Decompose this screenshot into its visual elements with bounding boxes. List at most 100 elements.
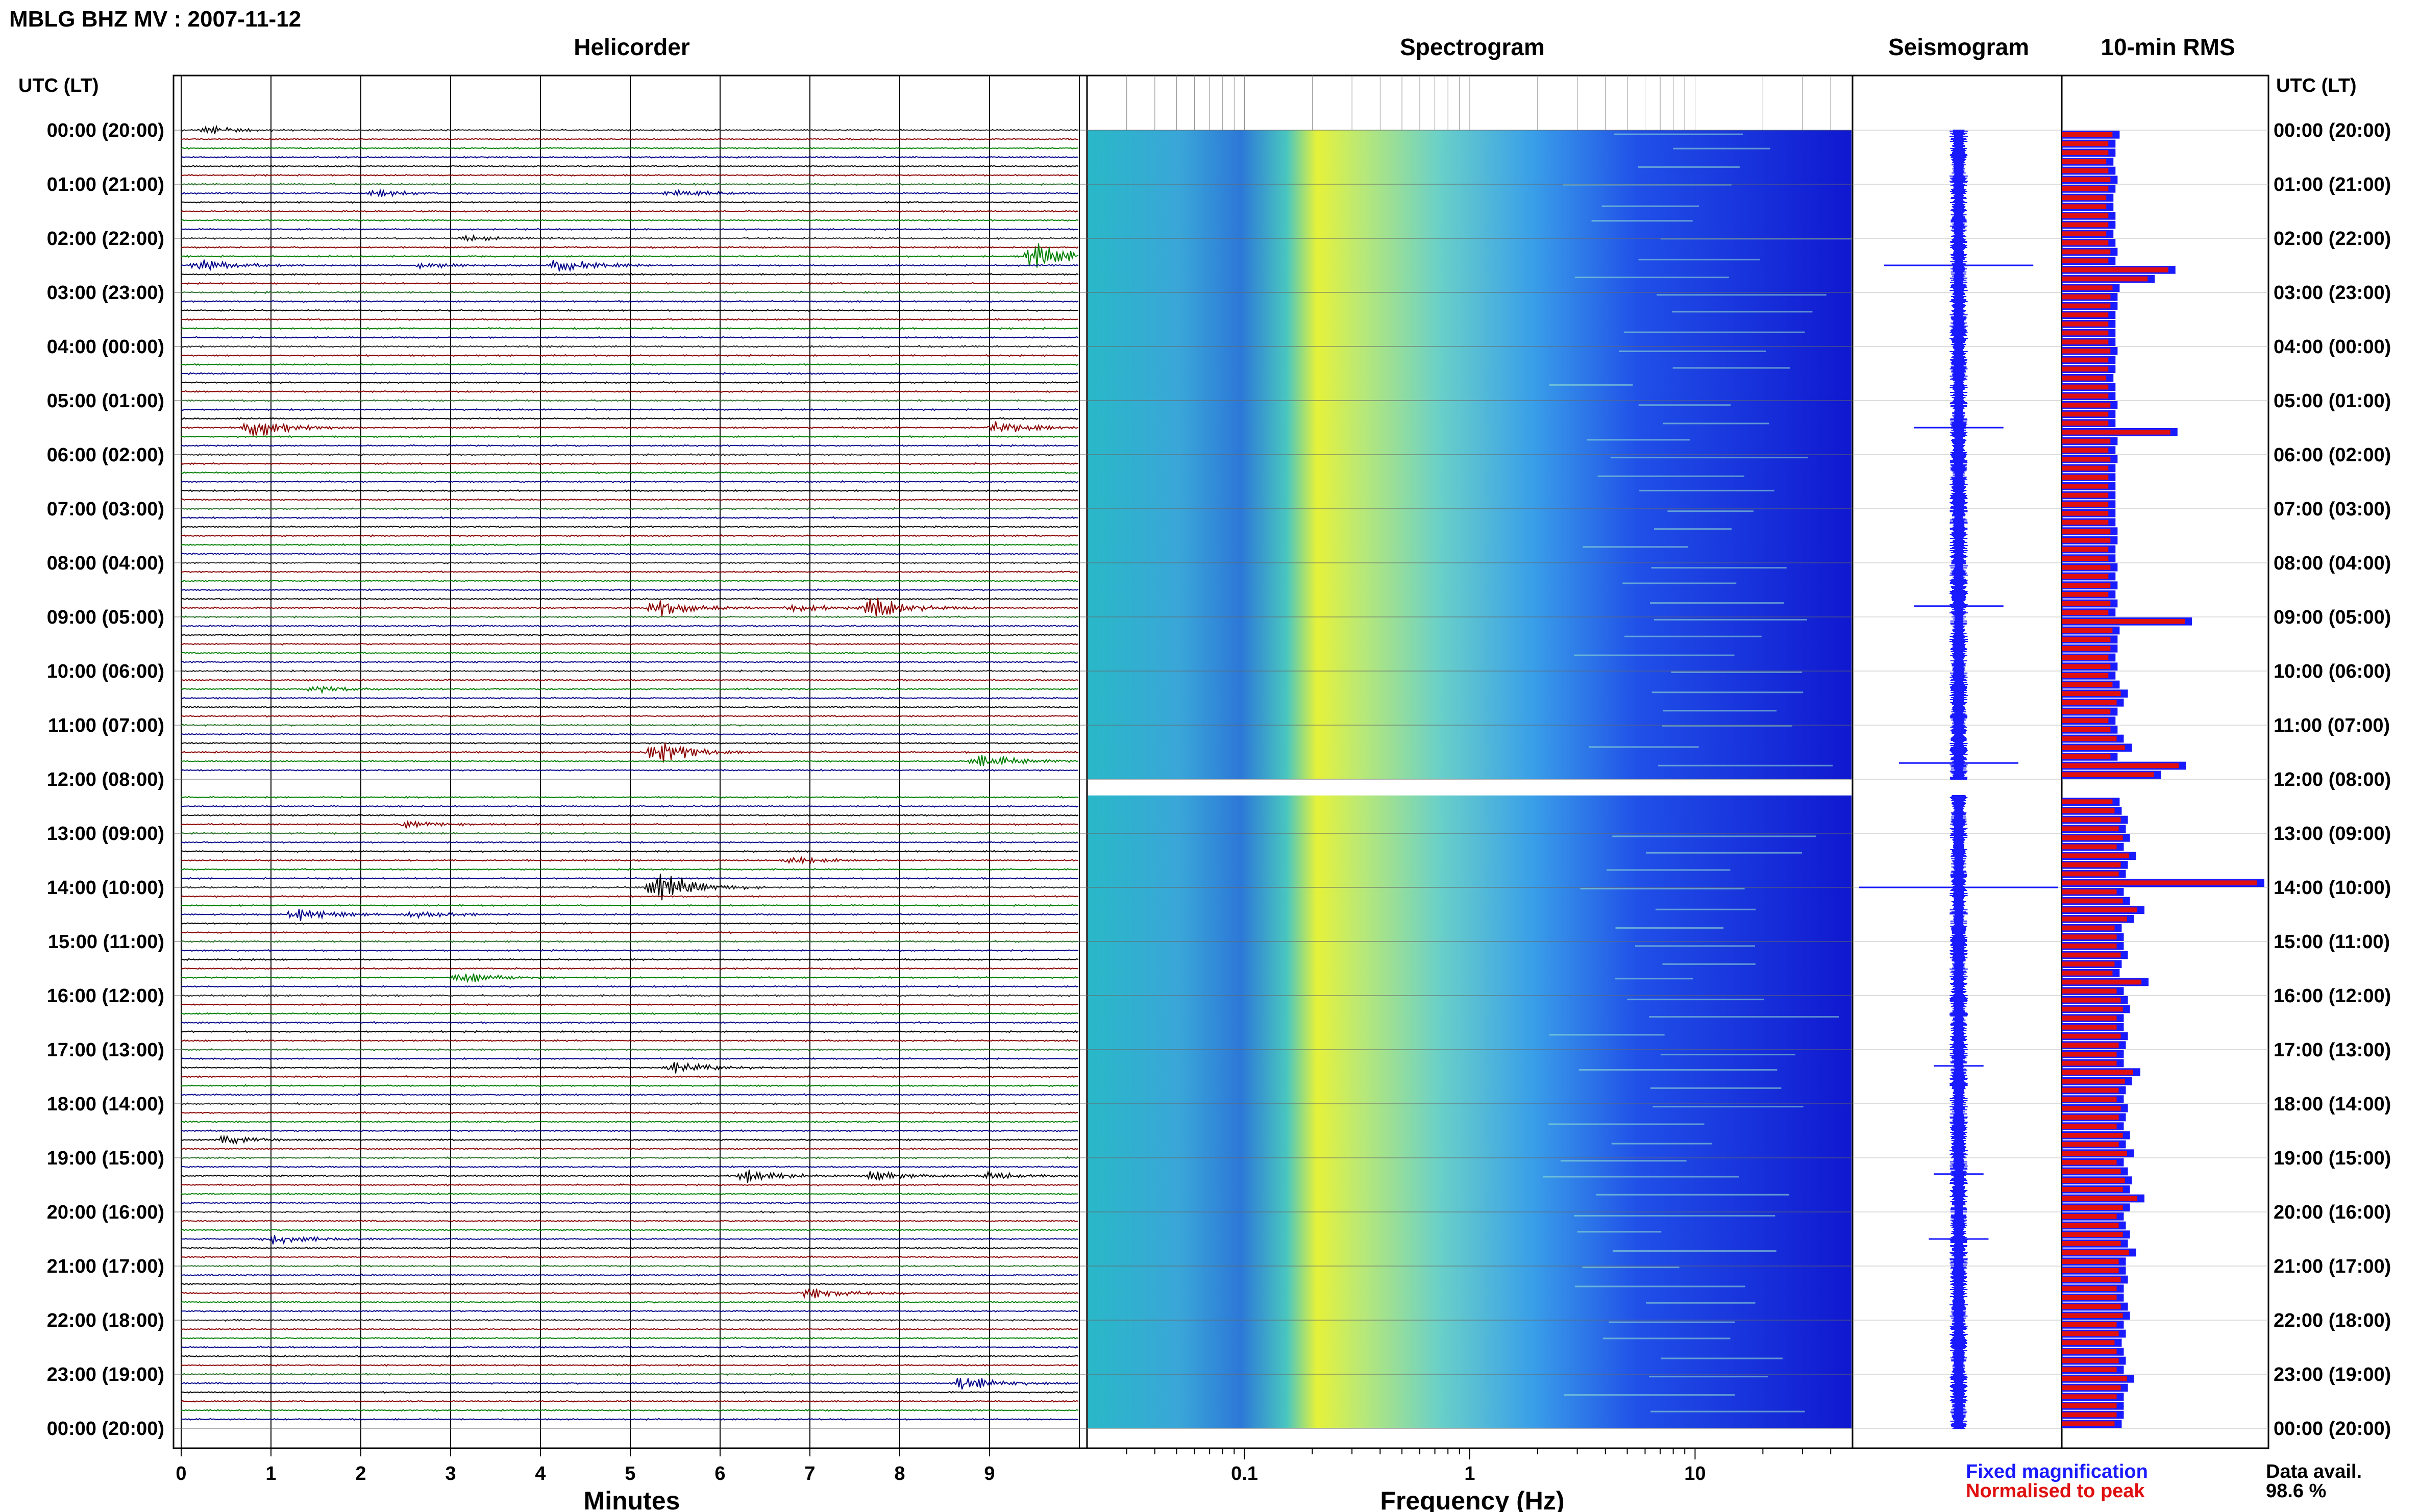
time-label-right: 01:00 (21:00) [2274, 174, 2391, 195]
time-label-right: 10:00 (06:00) [2274, 661, 2391, 682]
rms-bar-normalised [2062, 366, 2109, 371]
rms-bar-normalised [2062, 718, 2109, 723]
helicorder-trace [181, 1418, 1079, 1421]
helicorder-trace [181, 300, 1079, 303]
time-label-right: 23:00 (19:00) [2274, 1364, 2391, 1385]
rms-bar-normalised [2062, 556, 2109, 561]
helicorder-trace [181, 850, 1079, 853]
helicorder-trace [181, 820, 1078, 829]
helicorder-trace [181, 480, 1079, 483]
rms-bar-normalised [2062, 691, 2121, 696]
time-labels-right: 00:00 (20:00) 01:00 (21:00) 02:00 (22:00) 0… [2274, 120, 2391, 1440]
time-label-left: 08:00 (04:00) [47, 553, 164, 574]
rms-bar-normalised [2062, 709, 2111, 714]
rms-bar-normalised [2062, 1151, 2127, 1156]
rms-bar-normalised [2062, 1340, 2115, 1345]
helicorder-trace [181, 471, 1079, 475]
rms-bar-normalised [2062, 132, 2113, 137]
rms-bar-normalised [2062, 844, 2117, 850]
rms-bar-normalised [2062, 357, 2109, 363]
rms-bar-normalised [2062, 646, 2111, 651]
rms-bar-normalised [2062, 376, 2107, 381]
helicorder-trace [181, 1062, 1079, 1074]
rms-bar-normalised [2062, 249, 2111, 255]
helicorder-trace [181, 336, 1079, 339]
helicorder-trace [181, 390, 1079, 393]
helicorder-panel: 0 1 2 3 4 5 6 7 8 9 [172, 75, 1088, 1484]
rms-bar-normalised [2062, 1322, 2117, 1327]
rms-bar-normalised [2062, 700, 2117, 705]
rms-bar-normalised [2062, 745, 2125, 750]
rms-bar-normalised [2062, 312, 2109, 317]
helicorder-trace [181, 1075, 1079, 1079]
rms-bar-normalised [2062, 880, 2257, 885]
rms-bar-normalised [2062, 835, 2123, 840]
time-label-left: 22:00 (18:00) [47, 1310, 164, 1331]
helicorder-trace [181, 228, 1079, 231]
helicorder-trace [181, 796, 1079, 799]
time-label-left: 00:00 (20:00) [47, 1418, 164, 1440]
helicorder-trace [181, 931, 1079, 934]
time-label-left: 17:00 (13:00) [47, 1039, 164, 1061]
rms-bar-normalised [2062, 231, 2107, 236]
time-label-left: 07:00 (03:00) [47, 499, 164, 520]
helicorder-trace [181, 243, 1079, 268]
time-label-right: 18:00 (14:00) [2274, 1094, 2391, 1115]
helicorder-trace [181, 417, 1079, 420]
rms-bar-normalised [2062, 763, 2179, 769]
minutes-axis-label: Minutes [584, 1486, 680, 1512]
time-label-right: 00:00 (20:00) [2274, 120, 2391, 141]
rms-panel [2061, 75, 2269, 1449]
rms-bar-normalised [2062, 448, 2109, 453]
rms-bar-normalised [2062, 267, 2168, 272]
rms-bar-normalised [2062, 349, 2111, 354]
helicorder-trace [181, 1170, 1079, 1183]
rms-bar-normalised [2062, 204, 2107, 209]
time-label-left: 20:00 (16:00) [47, 1202, 164, 1223]
rms-bar-normalised [2062, 772, 2154, 777]
rms-bar-normalised [2062, 1097, 2117, 1102]
time-label-left: 02:00 (22:00) [47, 228, 164, 250]
helicorder-trace [181, 371, 1079, 376]
time-label-left: 21:00 (17:00) [47, 1256, 164, 1277]
rms-bar-normalised [2062, 1178, 2125, 1183]
minute-tick-label: 1 [265, 1463, 276, 1484]
frequency-tick-label: 10 [1684, 1463, 1706, 1484]
rms-bar-normalised [2062, 1006, 2123, 1012]
rms-bar-normalised [2062, 592, 2109, 597]
time-label-right: 16:00 (12:00) [2274, 985, 2391, 1007]
time-label-right: 13:00 (09:00) [2274, 823, 2391, 845]
helicorder-trace [181, 489, 1079, 492]
rms-bar-normalised [2062, 177, 2111, 182]
helicorder-trace [181, 624, 1079, 628]
rms-bar-normalised [2062, 853, 2129, 858]
helicorder-trace [181, 741, 1079, 745]
rms-bar-normalised [2062, 727, 2111, 732]
helicorder-trace [181, 1183, 1079, 1187]
rms-bar-normalised [2062, 222, 2109, 228]
time-label-right: 04:00 (00:00) [2274, 336, 2391, 358]
time-label-right: 19:00 (15:00) [2274, 1148, 2391, 1169]
rms-bar-normalised [2062, 736, 2117, 741]
rms-bar-normalised [2062, 159, 2107, 164]
rms-bar-normalised [2062, 538, 2111, 543]
helicorder-trace [181, 1400, 1079, 1403]
helicorder-trace [181, 1003, 1079, 1006]
helicorder-trace [181, 1165, 1079, 1169]
time-label-left: 05:00 (01:00) [47, 390, 164, 412]
rms-bar-normalised [2062, 682, 2113, 687]
rms-bar-normalised [2062, 1079, 2125, 1084]
helicorder-trace [181, 173, 1079, 177]
rms-bar-normalised [2062, 817, 2121, 823]
helicorder-trace [181, 1120, 1079, 1124]
helicorder-trace [181, 985, 1079, 988]
helicorder-trace [181, 1246, 1079, 1250]
helicorder-trace [181, 967, 1078, 971]
rms-bar-normalised [2062, 403, 2111, 408]
rms-bar-normalised [2062, 1295, 2117, 1300]
helicorder-trace [181, 1201, 1079, 1205]
rms-bar-normalised [2062, 971, 2113, 976]
rms-bar-normalised [2062, 574, 2109, 579]
helicorder-trace [181, 732, 1079, 736]
helicorder-trace [181, 516, 1079, 519]
